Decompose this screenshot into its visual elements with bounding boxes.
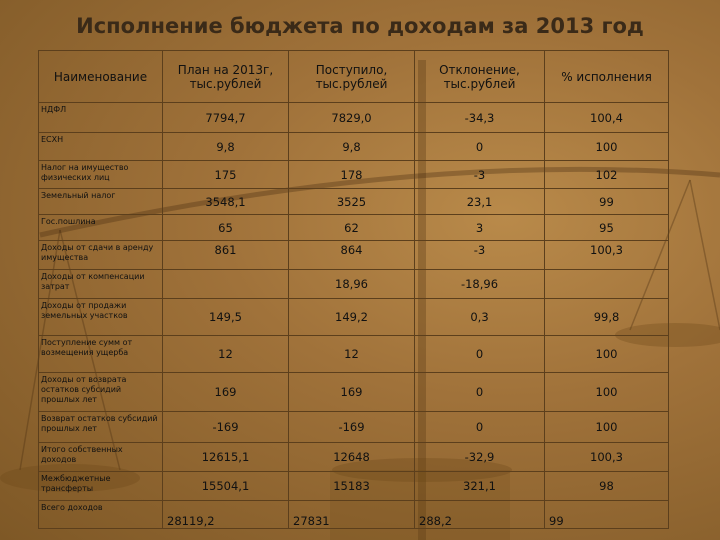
row-deviation: 0	[414, 335, 545, 373]
row-deviation: 0	[414, 132, 545, 161]
row-plan: 15504,1	[162, 471, 289, 501]
row-deviation: -18,96	[414, 269, 545, 299]
row-percent: 99	[544, 188, 669, 215]
row-name: Земельный налог	[38, 188, 163, 215]
row-name: Возврат остатков субсидий прошлых лет	[38, 411, 163, 443]
row-plan: 65	[162, 214, 289, 241]
row-percent: 100	[544, 372, 669, 412]
budget-table: Наименование План на 2013г, тыс.рублей П…	[38, 50, 669, 529]
table-row: Возврат остатков субсидий прошлых лет -1…	[38, 411, 669, 443]
row-plan	[162, 269, 289, 299]
row-received: 12	[288, 335, 415, 373]
row-percent: 100	[544, 335, 669, 373]
row-plan: 12	[162, 335, 289, 373]
row-percent: 102	[544, 160, 669, 189]
row-percent: 98	[544, 471, 669, 501]
row-plan: 861	[162, 240, 289, 270]
row-name: Налог на имущество физических лиц	[38, 160, 163, 189]
row-received: 27831	[288, 500, 415, 529]
row-name: ЕСХН	[38, 132, 163, 161]
table-row-total: Всего доходов 28119,2 27831 288,2 99	[38, 500, 669, 529]
row-deviation: 0,3	[414, 298, 545, 336]
row-received: 149,2	[288, 298, 415, 336]
row-percent: 95	[544, 214, 669, 241]
table-row: Гос.пошлина 65 62 3 95	[38, 214, 669, 241]
row-plan: 169	[162, 372, 289, 412]
row-received: 62	[288, 214, 415, 241]
row-deviation: -3	[414, 160, 545, 189]
table-row: Земельный налог 3548,1 3525 23,1 99	[38, 188, 669, 215]
table-header-row: Наименование План на 2013г, тыс.рублей П…	[38, 50, 669, 103]
row-name: Итого собственных доходов	[38, 442, 163, 472]
header-plan: План на 2013г, тыс.рублей	[162, 50, 289, 103]
row-name: Поступление сумм от возмещения ущерба	[38, 335, 163, 373]
row-name: Доходы от продажи земельных участков	[38, 298, 163, 336]
row-deviation: 321,1	[414, 471, 545, 501]
table-row: Доходы от сдачи в аренду имущества 861 8…	[38, 240, 669, 270]
row-deviation: 288,2	[414, 500, 545, 529]
row-received: 3525	[288, 188, 415, 215]
header-name: Наименование	[38, 50, 163, 103]
row-percent	[544, 269, 669, 299]
row-deviation: -32,9	[414, 442, 545, 472]
row-percent: 100,3	[544, 240, 669, 270]
row-percent: 100,4	[544, 102, 669, 133]
row-plan: 9,8	[162, 132, 289, 161]
row-received: 864	[288, 240, 415, 270]
page-title: Исполнение бюджета по доходам за 2013 го…	[76, 14, 644, 38]
table-row: Доходы от возврата остатков субсидий про…	[38, 372, 669, 412]
row-name: Доходы от сдачи в аренду имущества	[38, 240, 163, 270]
table-row: Итого собственных доходов 12615,1 12648 …	[38, 442, 669, 472]
row-deviation: 0	[414, 372, 545, 412]
row-received: 12648	[288, 442, 415, 472]
table-row: Налог на имущество физических лиц 175 17…	[38, 160, 669, 189]
table-row: Поступление сумм от возмещения ущерба 12…	[38, 335, 669, 373]
row-name: Доходы от компенсации затрат	[38, 269, 163, 299]
row-plan: 175	[162, 160, 289, 189]
row-deviation: 0	[414, 411, 545, 443]
row-received: 15183	[288, 471, 415, 501]
header-received: Поступило, тыс.рублей	[288, 50, 415, 103]
table-row: НДФЛ 7794,7 7829,0 -34,3 100,4	[38, 102, 669, 133]
row-deviation: -34,3	[414, 102, 545, 133]
row-plan: 149,5	[162, 298, 289, 336]
row-percent: 100	[544, 411, 669, 443]
row-name: Всего доходов	[38, 500, 163, 529]
row-received: 18,96	[288, 269, 415, 299]
row-received: 169	[288, 372, 415, 412]
row-received: 178	[288, 160, 415, 189]
row-name: НДФЛ	[38, 102, 163, 133]
row-received: 9,8	[288, 132, 415, 161]
row-name: Гос.пошлина	[38, 214, 163, 241]
row-received: -169	[288, 411, 415, 443]
row-percent: 99	[544, 500, 669, 529]
header-percent: % исполнения	[544, 50, 669, 103]
row-plan: 12615,1	[162, 442, 289, 472]
row-plan: 7794,7	[162, 102, 289, 133]
row-name: Межбюджетные трансферты	[38, 471, 163, 501]
row-plan: 3548,1	[162, 188, 289, 215]
row-name: Доходы от возврата остатков субсидий про…	[38, 372, 163, 412]
row-percent: 100,3	[544, 442, 669, 472]
table-row: Доходы от продажи земельных участков 149…	[38, 298, 669, 336]
header-deviation: Отклонение, тыс.рублей	[414, 50, 545, 103]
table-row: Межбюджетные трансферты 15504,1 15183 32…	[38, 471, 669, 501]
row-plan: 28119,2	[162, 500, 289, 529]
row-received: 7829,0	[288, 102, 415, 133]
row-percent: 99,8	[544, 298, 669, 336]
table-row: ЕСХН 9,8 9,8 0 100	[38, 132, 669, 161]
row-percent: 100	[544, 132, 669, 161]
row-deviation: 23,1	[414, 188, 545, 215]
row-deviation: 3	[414, 214, 545, 241]
row-plan: -169	[162, 411, 289, 443]
row-deviation: -3	[414, 240, 545, 270]
table-row: Доходы от компенсации затрат 18,96 -18,9…	[38, 269, 669, 299]
